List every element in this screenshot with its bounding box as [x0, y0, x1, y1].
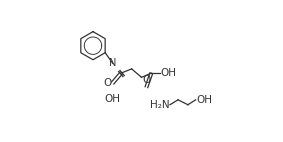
- Text: N: N: [109, 58, 116, 68]
- Text: OH: OH: [196, 95, 212, 105]
- Text: O: O: [142, 75, 151, 85]
- Text: H₂N: H₂N: [150, 100, 170, 110]
- Text: OH: OH: [104, 94, 120, 104]
- Text: O: O: [104, 78, 112, 88]
- Text: OH: OH: [160, 68, 177, 78]
